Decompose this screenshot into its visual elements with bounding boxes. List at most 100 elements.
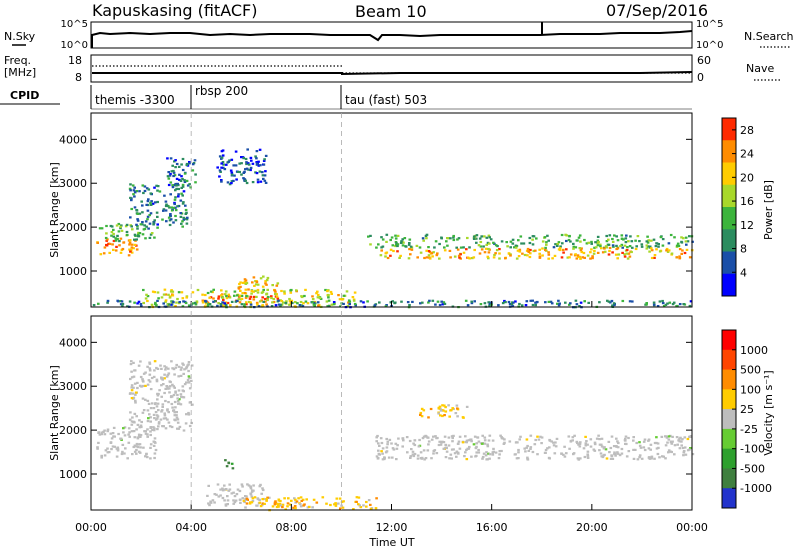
heatmap-cell: [298, 304, 302, 307]
heatmap-cell: [528, 255, 532, 259]
heatmap-cell: [262, 288, 265, 291]
heatmap-cell: [168, 387, 171, 390]
heatmap-cell: [604, 245, 608, 248]
heatmap-cell: [342, 302, 345, 305]
heatmap-cell: [593, 246, 596, 249]
heatmap-cell: [655, 441, 658, 445]
heatmap-cell: [458, 256, 461, 259]
heatmap-cell: [112, 228, 115, 231]
heatmap-cell: [512, 301, 515, 304]
heatmap-cell: [393, 302, 396, 305]
heatmap-cell: [133, 233, 137, 236]
heatmap-cell: [294, 301, 297, 304]
heatmap-cell: [218, 169, 222, 172]
heatmap-cell: [598, 301, 601, 304]
heatmap-cell: [440, 236, 443, 239]
heatmap-cell: [143, 189, 147, 193]
heatmap-cell: [159, 418, 163, 421]
heatmap-cell: [148, 361, 151, 364]
heatmap-cell: [146, 365, 149, 368]
heatmap-cell: [173, 400, 177, 404]
heatmap-cell: [661, 238, 665, 241]
heatmap-cell: [451, 440, 454, 443]
heatmap-cell: [479, 245, 483, 248]
heatmap-cell: [249, 485, 252, 488]
heatmap-cell: [181, 362, 184, 365]
heatmap-cell: [686, 240, 690, 243]
heatmap-cell: [180, 175, 183, 178]
heatmap-cell: [461, 441, 465, 444]
heatmap-cell: [220, 294, 223, 297]
heatmap-cell: [249, 493, 253, 496]
heatmap-cell: [515, 457, 519, 460]
heatmap-cell: [278, 502, 282, 505]
heatmap-cell: [482, 452, 486, 455]
heatmap-cell: [557, 299, 560, 302]
heatmap-cell: [249, 168, 252, 172]
heatmap-cell: [625, 248, 629, 252]
heatmap-cell: [230, 180, 234, 183]
heatmap-cell: [458, 447, 462, 450]
heatmap-cell: [470, 440, 473, 443]
heatmap-cell: [667, 449, 671, 452]
heatmap-cell: [426, 449, 430, 452]
x-tick-label: 12:00: [376, 521, 408, 534]
heatmap-cell: [658, 250, 662, 253]
heatmap-cell: [650, 247, 653, 250]
heatmap-feature: [96, 237, 139, 257]
heatmap-cell: [589, 257, 592, 260]
heatmap-cell: [611, 304, 614, 307]
heatmap-cell: [469, 438, 473, 441]
colorbar-swatch: [722, 162, 736, 186]
heatmap-cell: [121, 302, 125, 306]
heatmap-cell: [300, 499, 304, 502]
x-tick-label: 20:00: [576, 521, 608, 534]
heatmap-cell: [332, 303, 336, 306]
heatmap-cell: [212, 297, 215, 300]
heatmap-cell: [131, 416, 134, 419]
heatmap-cell: [376, 457, 380, 460]
heatmap-cell: [401, 437, 404, 440]
heatmap-cell: [440, 300, 443, 303]
heatmap-cell: [238, 162, 241, 165]
heatmap-cell: [384, 305, 388, 308]
heatmap-cell: [616, 257, 619, 260]
heatmap-cell: [152, 444, 156, 447]
x-axis-label: Time UT: [368, 536, 414, 549]
heatmap-cell: [438, 242, 441, 246]
heatmap-cell: [261, 285, 265, 288]
heatmap-cell: [171, 406, 174, 409]
heatmap-cell: [249, 295, 252, 298]
heatmap-cell: [153, 186, 156, 189]
heatmap-cell: [109, 432, 113, 435]
heatmap-cell: [452, 434, 455, 437]
heatmap-cell: [168, 223, 172, 227]
heatmap-cell: [562, 251, 565, 254]
heatmap-cell: [474, 447, 478, 450]
heatmap-cell: [534, 304, 537, 307]
heatmap-cell: [221, 496, 225, 500]
heatmap-cell: [110, 231, 114, 234]
heatmap-cell: [541, 254, 544, 257]
heatmap-cell: [379, 254, 383, 257]
heatmap-cell: [409, 455, 413, 458]
heatmap-cell: [456, 238, 459, 241]
heatmap-cell: [550, 440, 553, 443]
heatmap-cell: [375, 455, 379, 458]
heatmap-cell: [221, 489, 225, 492]
heatmap-cell: [232, 179, 235, 182]
heatmap-cell: [439, 409, 443, 412]
heatmap-cell: [632, 436, 635, 439]
heatmap-cell: [607, 300, 611, 303]
heatmap-cell: [546, 447, 549, 450]
heatmap-cell: [122, 241, 126, 244]
heatmap-cell: [299, 300, 303, 304]
heatmap-cell: [228, 183, 232, 186]
heatmap-cell: [156, 367, 160, 370]
heatmap-cell: [147, 379, 151, 382]
heatmap-cell: [456, 407, 459, 410]
heatmap-cell: [475, 451, 478, 454]
heatmap-cell: [110, 448, 113, 451]
heatmap-cell: [245, 294, 248, 298]
heatmap-cell: [255, 162, 259, 165]
